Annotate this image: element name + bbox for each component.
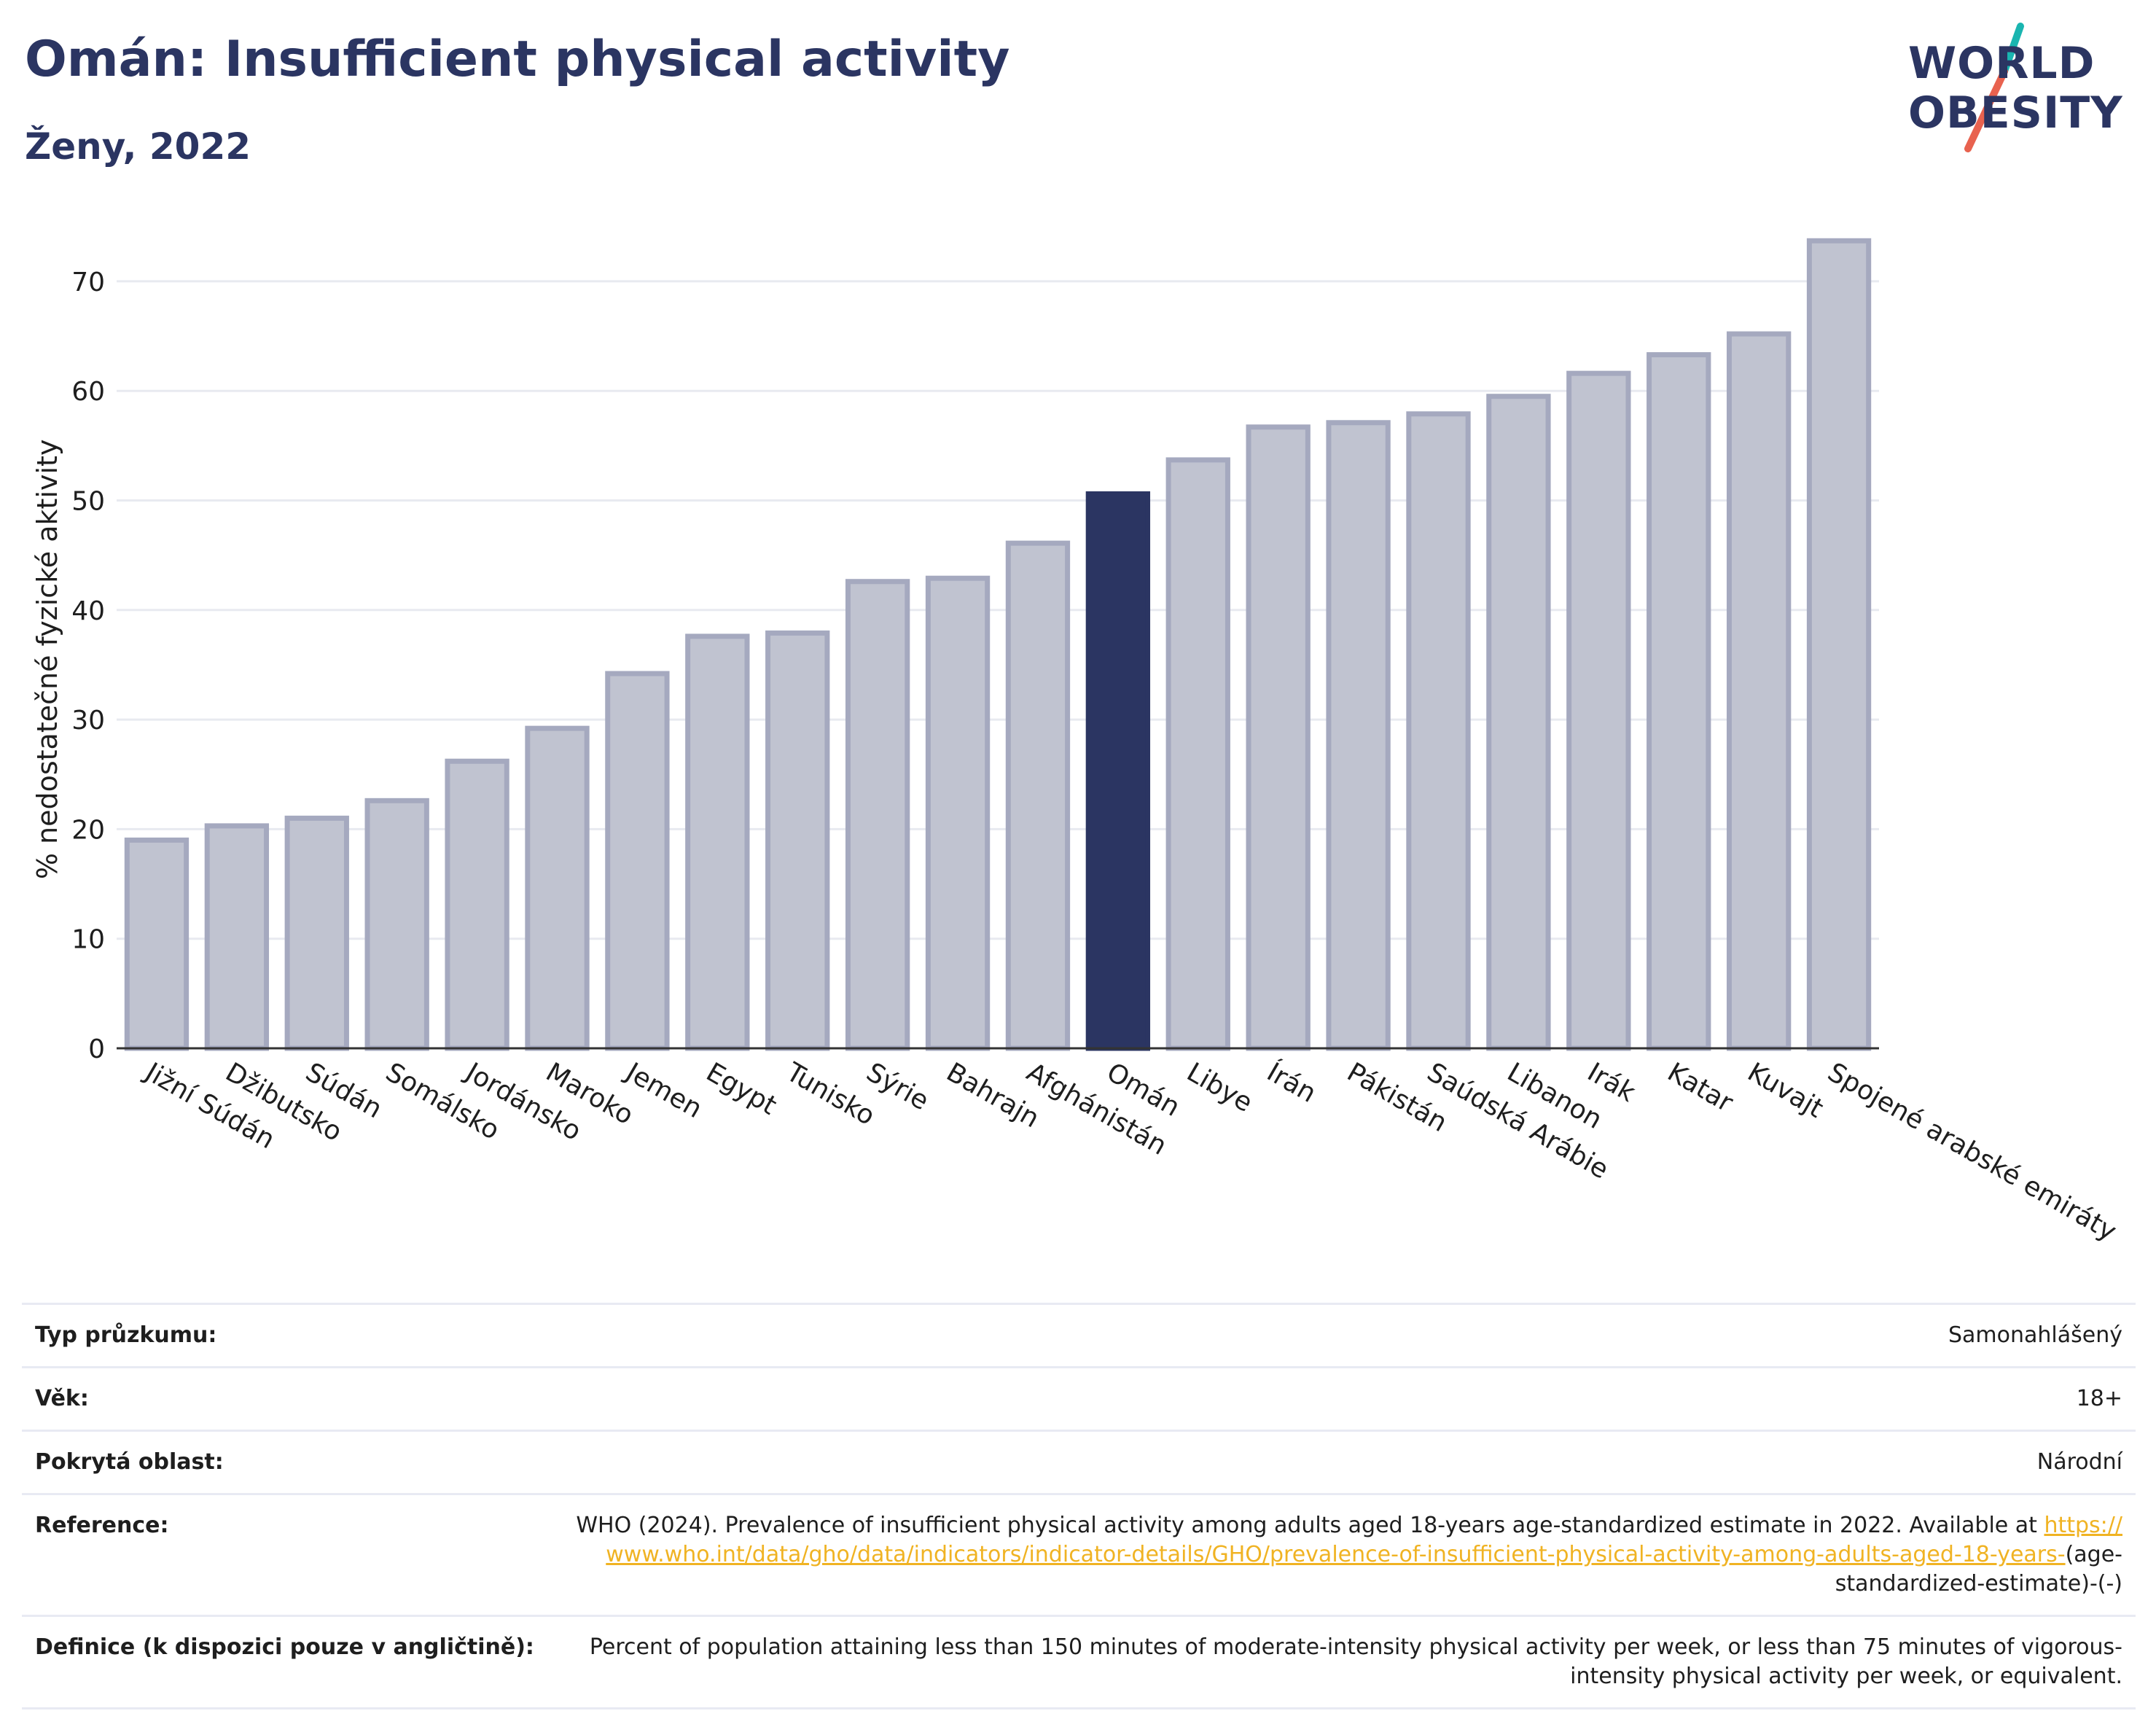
bar-10 (925, 575, 991, 1051)
logo-slash-icon (1964, 23, 2024, 152)
bar-12 (1085, 491, 1151, 1051)
y-tick-label: 70 (71, 268, 105, 297)
chart-title: Omán: Insufficient physical activity (25, 31, 1010, 88)
definition-label: Definice (k dispozici pouze v angličtině… (35, 1634, 534, 1660)
logo-line-1: WORLD (1908, 38, 2096, 89)
bar-20 (1726, 331, 1792, 1051)
reference-value: WHO (2024). Prevalence of insufficient p… (558, 1494, 2136, 1616)
logo-slash-bottom (1964, 68, 2008, 152)
table-row: Reference: WHO (2024). Prevalence of ins… (22, 1494, 2136, 1616)
bar-11 (1005, 540, 1071, 1051)
bar-4 (445, 758, 509, 1051)
x-tick-label: Tunisko (781, 1057, 880, 1131)
survey-type-value: Samonahlášený (1948, 1322, 2122, 1348)
x-tick-label: Kuvajt (1743, 1057, 1829, 1124)
y-tick-label: 0 (88, 1034, 105, 1064)
bar-2 (284, 815, 349, 1051)
table-row: Definice (k dispozici pouze v angličtině… (22, 1615, 2136, 1709)
world-obesity-logo: WORLD OBESITY (1895, 20, 2143, 159)
y-tick-label: 10 (71, 925, 105, 955)
bar-14 (1246, 424, 1311, 1051)
bar-13 (1165, 457, 1230, 1051)
bar-17 (1486, 394, 1551, 1051)
bar-3 (364, 798, 429, 1051)
bar-18 (1566, 370, 1631, 1051)
x-tick-label: Libye (1181, 1057, 1257, 1118)
survey-type-label: Typ průzkumu: (35, 1322, 217, 1348)
y-tick-label: 40 (71, 596, 105, 626)
bar-6 (605, 671, 670, 1051)
age-label: Věk: (35, 1386, 89, 1411)
reference-text: WHO (2024). Prevalence of insufficient p… (576, 1513, 2044, 1538)
reference-text-after: (age-standardized-estimate)-(-) (1835, 1542, 2122, 1596)
coverage-label: Pokrytá oblast: (35, 1449, 224, 1475)
reference-label: Reference: (35, 1513, 169, 1538)
table-row: Věk: 18+ (22, 1367, 2136, 1431)
x-tick-label: Egypt (701, 1057, 781, 1120)
bar-8 (765, 630, 830, 1051)
bar-7 (685, 633, 750, 1051)
logo-slash-top (2001, 23, 2024, 75)
y-axis-label: % nedostatečné fyzické aktivity (31, 440, 63, 880)
table-row: Typ průzkumu: Samonahlášený (22, 1303, 2136, 1368)
y-tick-label: 50 (71, 487, 105, 517)
bar-1 (204, 823, 270, 1051)
bar-15 (1326, 420, 1391, 1051)
y-tick-label: 30 (71, 706, 105, 736)
x-tick-label: Katar (1663, 1057, 1738, 1118)
bar-5 (525, 725, 590, 1051)
info-table: Typ průzkumu: Samonahlášený Věk: 18+ Pok… (22, 1303, 2136, 1709)
bars (124, 238, 1872, 1051)
chart-subtitle: Ženy, 2022 (25, 125, 251, 168)
y-tick-label: 60 (71, 377, 105, 407)
bar-9 (845, 579, 910, 1051)
table-row: Pokrytá oblast: Národní (22, 1430, 2136, 1494)
logo-line-2: OBESITY (1908, 87, 2123, 139)
x-tick-label: Spojené arabské emiráty (1823, 1057, 2122, 1247)
age-value: 18+ (2076, 1386, 2122, 1411)
bar-19 (1647, 352, 1711, 1051)
y-tick-label: 20 (71, 815, 105, 845)
coverage-value: Národní (2036, 1449, 2122, 1475)
definition-value: Percent of population attaining less tha… (589, 1634, 2122, 1689)
bar-21 (1806, 238, 1872, 1051)
bar-16 (1406, 411, 1471, 1051)
x-tick-label: Bahrajn (942, 1057, 1044, 1134)
x-tick-label: Írán (1262, 1056, 1321, 1109)
reference-link[interactable]: https://www.who.int/data/gho/data/indica… (606, 1513, 2122, 1567)
bar-0 (124, 837, 190, 1051)
